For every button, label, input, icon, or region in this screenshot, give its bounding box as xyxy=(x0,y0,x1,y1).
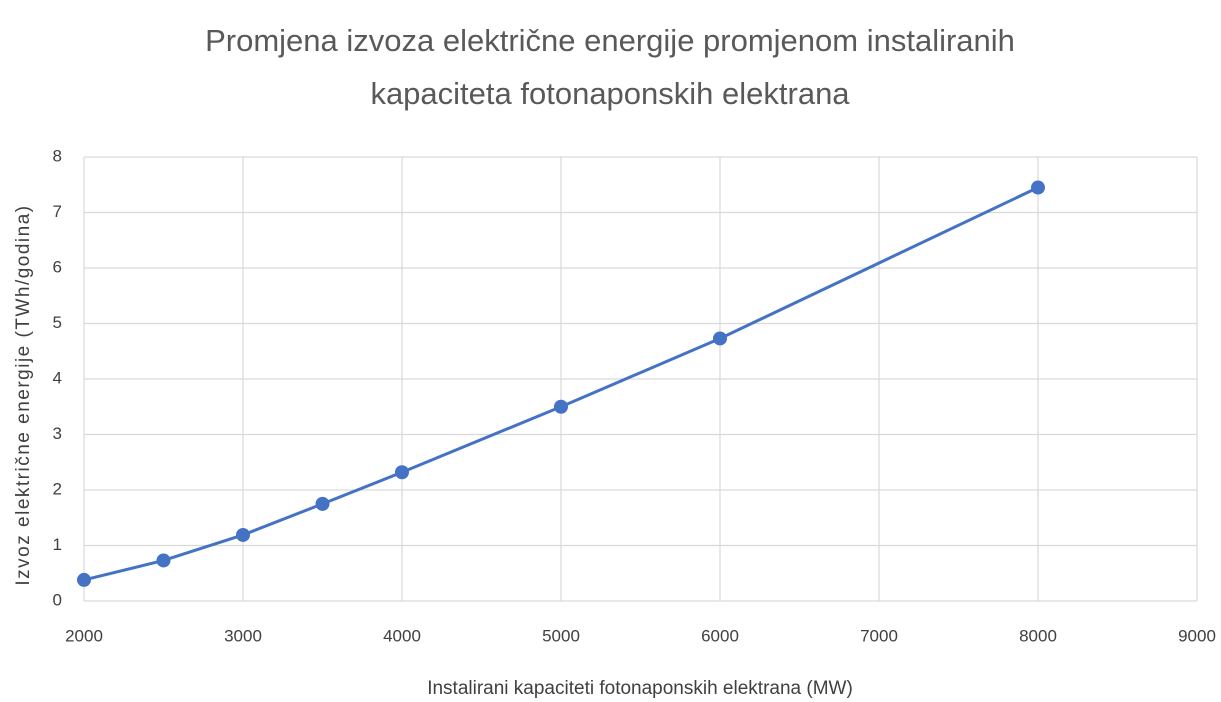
series-line xyxy=(83,186,1039,582)
data-point xyxy=(236,527,250,542)
y-tick-label: 0 xyxy=(53,590,62,609)
y-tick-label: 2 xyxy=(53,479,62,498)
x-tick-label: 9000 xyxy=(1178,626,1216,645)
y-tick-label: 8 xyxy=(53,146,62,165)
y-axis-title: Izvoz električne energije (TWh/godina) xyxy=(13,204,34,585)
x-tick-label: 6000 xyxy=(701,626,739,645)
data-point xyxy=(554,399,568,414)
x-tick-label: 4000 xyxy=(383,626,421,645)
data-point xyxy=(156,553,171,568)
data-point xyxy=(395,465,409,480)
x-tick-label: 3000 xyxy=(224,626,262,645)
x-tick-label: 2000 xyxy=(65,626,103,645)
x-tick-label: 5000 xyxy=(542,626,580,645)
y-tick-label: 1 xyxy=(53,535,62,554)
y-tick-label: 4 xyxy=(53,368,62,387)
data-point xyxy=(713,331,727,346)
data-point xyxy=(1031,180,1045,195)
y-tick-label: 3 xyxy=(53,424,62,443)
data-point xyxy=(315,496,330,511)
data-point xyxy=(77,572,91,587)
x-axis-title: Instalirani kapaciteti fotonaponskih ele… xyxy=(427,678,853,699)
y-tick-label: 7 xyxy=(53,202,62,221)
y-tick-label: 6 xyxy=(53,257,62,276)
chart-title: Promjena izvoza električne energije prom… xyxy=(205,23,1015,111)
x-tick-label: 8000 xyxy=(1019,626,1057,645)
x-tick-label: 7000 xyxy=(860,626,898,645)
y-tick-label: 5 xyxy=(53,313,62,332)
